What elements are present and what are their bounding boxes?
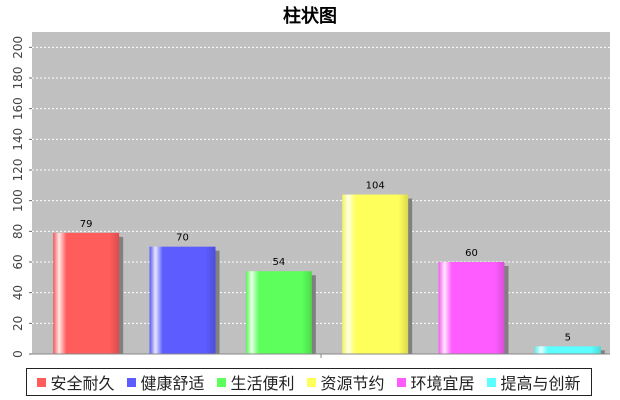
data-label: 79 [80, 219, 93, 230]
legend-item[interactable]: 安全耐久 [37, 370, 115, 394]
y-tick-label: 0 [11, 350, 25, 358]
y-tick-label: 60 [11, 254, 25, 269]
y-tick-label: 140 [11, 128, 25, 151]
bar-健康舒适[interactable] [149, 246, 216, 354]
legend-swatch [127, 377, 137, 387]
legend-label: 环境宜居 [410, 374, 475, 393]
y-tick-label: 100 [11, 189, 25, 212]
legend-item[interactable]: 健康舒适 [127, 370, 205, 394]
y-tick-label: 80 [11, 224, 25, 239]
y-tick-label: 120 [11, 159, 25, 182]
bar-环境宜居[interactable] [438, 262, 505, 354]
legend-swatch [37, 377, 47, 387]
legend-label: 提高与创新 [500, 374, 581, 393]
legend-label: 生活便利 [230, 374, 295, 393]
legend-item[interactable]: 资源节约 [307, 370, 385, 394]
y-tick-label: 200 [11, 36, 25, 59]
data-label: 5 [565, 332, 571, 343]
data-label: 104 [366, 181, 385, 192]
legend: 安全耐久 健康舒适 生活便利 资源节约 环境宜居 提高与创新 [26, 368, 592, 396]
legend-item[interactable]: 生活便利 [217, 370, 295, 394]
y-tick-label: 160 [11, 97, 25, 120]
bar-资源节约[interactable] [342, 194, 409, 354]
legend-swatch [217, 377, 227, 387]
legend-label: 资源节约 [320, 374, 385, 393]
legend-swatch [397, 377, 407, 387]
data-label: 60 [465, 248, 478, 259]
legend-label: 安全耐久 [50, 374, 115, 393]
bar-提高与创新[interactable] [534, 346, 601, 354]
y-tick-label: 40 [11, 285, 25, 300]
chart-title: 柱状图 [283, 6, 337, 27]
legend-label: 健康舒适 [140, 374, 205, 393]
y-tick-label: 180 [11, 67, 25, 90]
legend-item[interactable]: 提高与创新 [487, 370, 581, 394]
legend-swatch [307, 377, 317, 387]
plot-area [32, 32, 610, 354]
legend-item[interactable]: 环境宜居 [397, 370, 475, 394]
bar-生活便利[interactable] [245, 271, 312, 354]
data-label: 70 [176, 233, 189, 244]
y-tick-label: 20 [11, 316, 25, 331]
bar-安全耐久[interactable] [53, 232, 120, 354]
data-label: 54 [272, 257, 285, 268]
legend-swatch [487, 377, 497, 387]
